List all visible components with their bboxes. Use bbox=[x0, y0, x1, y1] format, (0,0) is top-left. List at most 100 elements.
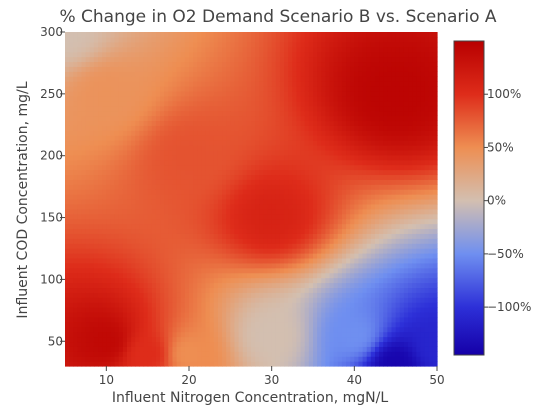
heatmap-cell bbox=[98, 95, 103, 102]
heatmap-cell bbox=[147, 154, 153, 161]
heatmap-cell bbox=[172, 51, 178, 58]
heatmap-cell bbox=[201, 282, 207, 289]
heatmap-cell bbox=[292, 326, 298, 333]
heatmap-cell bbox=[292, 208, 298, 215]
heatmap-cell bbox=[288, 341, 293, 347]
heatmap-cell bbox=[180, 213, 186, 220]
heatmap-cell bbox=[114, 140, 120, 146]
heatmap-cell bbox=[69, 326, 74, 333]
heatmap-cell bbox=[176, 169, 182, 176]
heatmap-cell bbox=[93, 297, 99, 303]
heatmap-cell bbox=[89, 32, 95, 38]
heatmap-cell bbox=[127, 346, 132, 352]
heatmap-cell bbox=[341, 189, 347, 195]
heatmap-cell bbox=[251, 81, 256, 87]
heatmap-cell bbox=[193, 292, 198, 298]
heatmap-cell bbox=[255, 184, 260, 190]
heatmap-cell bbox=[139, 51, 145, 58]
heatmap-cell bbox=[102, 135, 107, 141]
heatmap-cell bbox=[168, 302, 174, 308]
heatmap-cell bbox=[160, 321, 165, 328]
heatmap-cell bbox=[296, 135, 302, 141]
heatmap-cell bbox=[164, 66, 169, 72]
heatmap-cell bbox=[292, 277, 298, 284]
heatmap-cell bbox=[122, 95, 128, 102]
heatmap-cell bbox=[217, 159, 223, 166]
heatmap-cell bbox=[184, 51, 190, 58]
heatmap-cell bbox=[89, 277, 95, 284]
heatmap-cell bbox=[304, 262, 310, 269]
heatmap-cell bbox=[172, 179, 178, 185]
heatmap-cell bbox=[308, 203, 314, 210]
heatmap-cell bbox=[85, 174, 91, 180]
heatmap-cell bbox=[292, 149, 298, 156]
heatmap-cell bbox=[317, 189, 322, 195]
heatmap-cell bbox=[346, 51, 351, 58]
heatmap-cell bbox=[251, 164, 256, 171]
heatmap-cell bbox=[81, 61, 87, 67]
heatmap-cell bbox=[267, 257, 273, 264]
heatmap-cell bbox=[354, 213, 360, 220]
heatmap-cell bbox=[189, 81, 194, 87]
heatmap-cell bbox=[341, 356, 347, 362]
heatmap-cell bbox=[65, 233, 70, 239]
heatmap-cell bbox=[279, 66, 285, 72]
heatmap-cell bbox=[238, 159, 244, 166]
heatmap-cell bbox=[313, 86, 318, 92]
heatmap-cell bbox=[234, 154, 240, 161]
heatmap-cell bbox=[106, 46, 112, 53]
heatmap-cell bbox=[292, 184, 298, 190]
heatmap-cell bbox=[172, 184, 178, 190]
heatmap-cell bbox=[155, 179, 161, 185]
heatmap-cell bbox=[93, 203, 99, 210]
heatmap-cell bbox=[279, 174, 285, 180]
heatmap-cell bbox=[93, 32, 99, 38]
heatmap-cell bbox=[296, 164, 302, 171]
heatmap-cell bbox=[151, 341, 157, 347]
heatmap-cell bbox=[325, 302, 331, 308]
heatmap-cell bbox=[263, 95, 269, 102]
heatmap-cell bbox=[102, 130, 107, 136]
heatmap-cell bbox=[176, 218, 182, 225]
heatmap-cell bbox=[300, 105, 306, 112]
heatmap-cell bbox=[358, 311, 364, 318]
heatmap-cell bbox=[85, 282, 91, 289]
heatmap-cell bbox=[346, 144, 351, 151]
heatmap-cell bbox=[184, 223, 190, 230]
heatmap-cell bbox=[325, 199, 331, 205]
heatmap-cell bbox=[209, 90, 215, 97]
heatmap-cell bbox=[308, 257, 314, 264]
heatmap-cell bbox=[176, 110, 182, 117]
heatmap-cell bbox=[209, 61, 215, 67]
heatmap-cell bbox=[346, 100, 351, 107]
heatmap-cell bbox=[65, 110, 70, 117]
heatmap-cell bbox=[259, 115, 264, 122]
heatmap-cell bbox=[69, 223, 74, 230]
heatmap-cell bbox=[346, 321, 351, 328]
heatmap-cell bbox=[341, 213, 347, 220]
heatmap-cell bbox=[205, 277, 211, 284]
heatmap-cell bbox=[279, 144, 285, 151]
heatmap-cell bbox=[106, 164, 112, 171]
heatmap-cell bbox=[333, 32, 339, 38]
heatmap-cell bbox=[176, 184, 182, 190]
heatmap-cell bbox=[275, 76, 281, 82]
heatmap-cell bbox=[160, 120, 165, 126]
heatmap-cell bbox=[69, 81, 74, 87]
heatmap-cell bbox=[226, 125, 231, 131]
heatmap-cell bbox=[358, 208, 364, 215]
heatmap-cell bbox=[164, 41, 169, 48]
heatmap-cell bbox=[329, 311, 335, 318]
heatmap-cell bbox=[217, 238, 223, 244]
heatmap-cell bbox=[127, 277, 132, 284]
heatmap-cell bbox=[259, 253, 264, 259]
heatmap-cell bbox=[93, 262, 99, 269]
heatmap-cell bbox=[168, 51, 174, 58]
heatmap-cell bbox=[180, 223, 186, 230]
heatmap-cell bbox=[110, 223, 116, 230]
heatmap-cell bbox=[230, 36, 236, 43]
heatmap-cell bbox=[143, 213, 149, 220]
heatmap-cell bbox=[226, 110, 231, 117]
heatmap-cell bbox=[131, 213, 136, 220]
heatmap-cell bbox=[325, 130, 331, 136]
